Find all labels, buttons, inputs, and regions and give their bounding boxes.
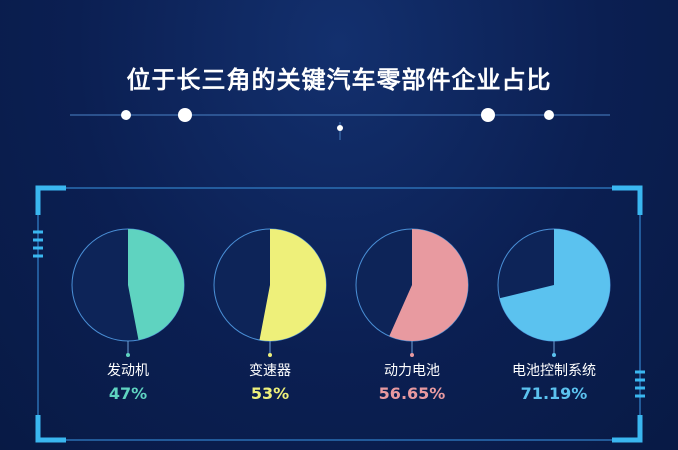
pie-category-label: 动力电池 (384, 363, 440, 379)
pie-slice (389, 229, 469, 341)
pie-2 (213, 228, 327, 357)
pie-3 (355, 228, 469, 357)
pie-category-label: 变速器 (249, 363, 291, 379)
pie-category-label: 发动机 (107, 363, 149, 379)
pie-1 (71, 228, 185, 357)
chart-title: 位于长三角的关键汽车零部件企业占比 (126, 66, 552, 94)
pie-4 (497, 228, 611, 357)
pie-slice (499, 229, 610, 342)
pie-slice (128, 229, 185, 341)
pie-value-label: 47% (108, 384, 148, 403)
pie-value-label: 71.19% (520, 384, 588, 403)
pie-category-label: 电池控制系统 (512, 363, 596, 379)
pie-slice (259, 229, 326, 342)
pie-value-label: 56.65% (378, 384, 446, 403)
pie-value-label: 53% (250, 384, 290, 403)
